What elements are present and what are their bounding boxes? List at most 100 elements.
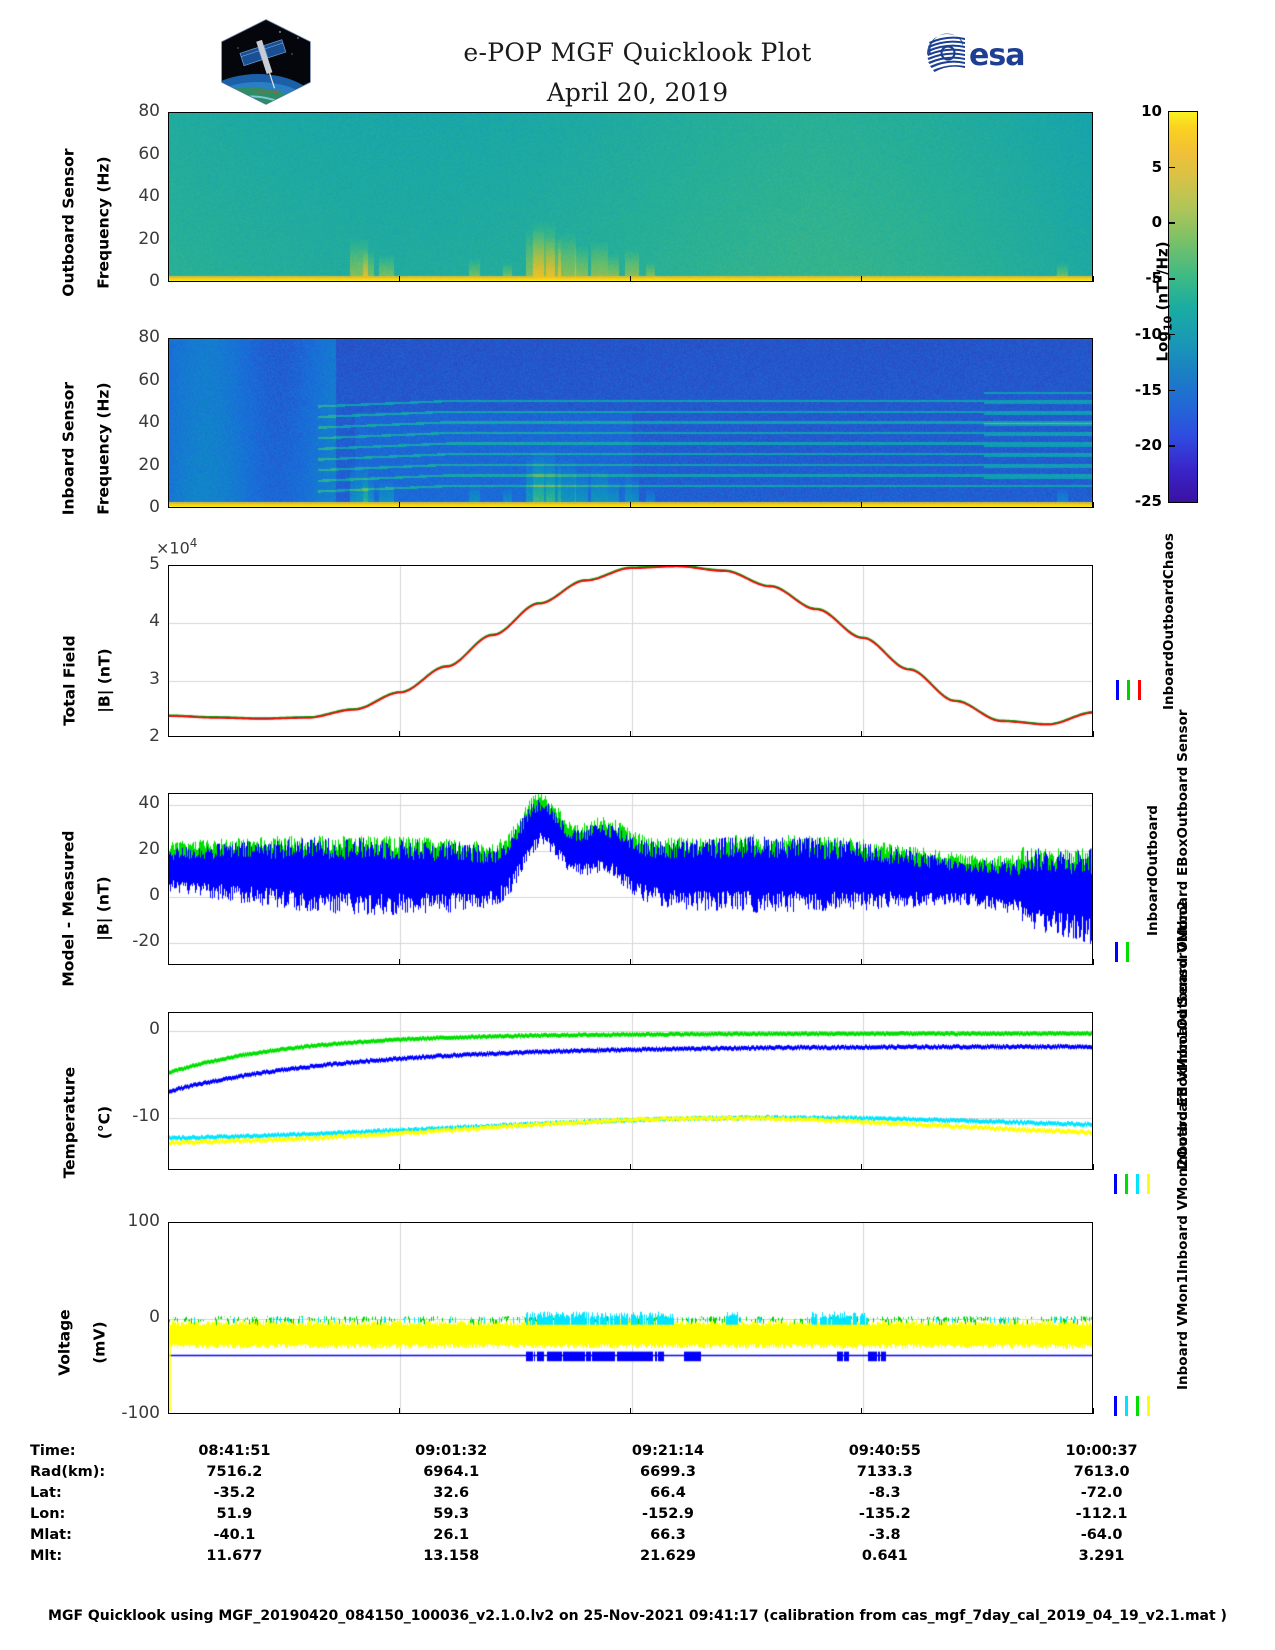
colorbar-tick-mark (1168, 222, 1175, 224)
panel-voltage (168, 1222, 1093, 1414)
ephemeris-cell: -112.1 (1075, 1505, 1128, 1522)
ephemeris-cell: 26.1 (433, 1526, 470, 1543)
y-tick-label: -100 (121, 1403, 160, 1423)
ephemeris-cell: 11.677 (206, 1547, 263, 1564)
y-tick-label: 3 (149, 668, 160, 689)
legend-color-swatch (1125, 1174, 1128, 1194)
panel-temperature-ylabel: Temperature (°C) (45, 1033, 132, 1233)
x-tick-mark (167, 276, 169, 282)
ephemeris-cell: 66.4 (650, 1484, 686, 1501)
y-tick-label: 20 (138, 454, 160, 475)
legend-color-swatch (1125, 1396, 1128, 1416)
ephemeris-cell: 6964.1 (423, 1463, 480, 1480)
colorbar-tick-mark (1168, 389, 1175, 391)
x-tick-mark (167, 1408, 169, 1414)
footer-provenance: MGF Quicklook using MGF_20190420_084150_… (48, 1608, 1227, 1624)
y-tick-label: 80 (138, 101, 160, 121)
panel-total-field (168, 565, 1093, 737)
ylabel-line-1: Total Field (60, 635, 79, 726)
ephemeris-cell: -40.1 (213, 1526, 256, 1543)
ephemeris-row: Lon: 51.9 59.3 -152.9 -135.2 -112.1 (30, 1503, 1210, 1524)
y-tick-label: 5 (149, 554, 160, 574)
ephemeris-cell: 13.158 (423, 1547, 480, 1564)
legend-entry-label: Inboard VMon1 (1175, 1274, 1191, 1390)
y-tick-label: 80 (138, 327, 160, 347)
panel-outboard-spectrogram (168, 112, 1093, 282)
ylabel-line-2: Frequency (Hz) (94, 156, 113, 289)
y-tick-label: 40 (138, 186, 160, 206)
ephemeris-row-label: Mlt: (30, 1547, 63, 1564)
colorbar-title: Log10 (nT2/Hz) (1152, 217, 1175, 387)
legend-color-swatch (1114, 1174, 1117, 1194)
ephemeris-cell: -3.8 (868, 1526, 901, 1543)
colorbar-tick-label: -15 (1134, 380, 1162, 399)
colorbar-tick-label: 10 (1141, 102, 1162, 120)
y-tick-label: 4 (149, 611, 160, 632)
y-tick-label: 100 (127, 1211, 160, 1231)
y-tick-label: 40 (138, 793, 160, 814)
ephemeris-row: Time: 08:41:51 09:01:32 09:21:14 09:40:55 10:… (30, 1440, 1210, 1461)
ephemeris-cell: -8.3 (868, 1484, 901, 1501)
x-tick-mark (861, 731, 863, 737)
ephemeris-row-label: Rad(km): (30, 1463, 106, 1480)
x-tick-mark (630, 731, 632, 737)
colorbar-title-log: Log (1153, 331, 1172, 362)
ephemeris-cell: -72.0 (1080, 1484, 1123, 1501)
total-field-exponent-label: ×104 (156, 536, 197, 557)
ephemeris-cell: 09:01:32 (415, 1442, 488, 1459)
colorbar-tick-mark (1168, 166, 1175, 169)
ylabel-line-1: Inboard Sensor (59, 381, 78, 516)
model-minus-measured-plot-area (169, 794, 1092, 964)
ephemeris-row-label: Time: (30, 1442, 76, 1459)
ephemeris-cell: 09:40:55 (848, 1442, 921, 1459)
x-tick-mark (861, 276, 863, 282)
ephemeris-cell: 7133.3 (856, 1463, 913, 1480)
ephemeris-cell: -135.2 (858, 1505, 911, 1522)
panel-model-minus-measured (168, 793, 1093, 965)
colorbar-title-unit-open: (nT (1153, 282, 1172, 316)
legend-entry-label: Chaos (1161, 533, 1177, 580)
ephemeris-cell: 59.3 (433, 1505, 470, 1522)
x-tick-mark (398, 731, 400, 737)
ephemeris-row: Mlt: 11.677 13.158 21.629 0.641 3.291 (30, 1545, 1210, 1566)
y-tick-label: 2 (149, 726, 160, 746)
ephemeris-cell: 6699.3 (640, 1463, 696, 1480)
ylabel-line-1: Outboard Sensor (59, 148, 78, 297)
x-tick-mark (167, 731, 169, 737)
ylabel-line-2: Frequency (Hz) (94, 382, 113, 515)
cassiope-logo-text: CASSIOPE (253, 90, 279, 96)
colorbar-tick-label: -25 (1134, 492, 1162, 510)
ephemeris-cell: 51.9 (216, 1505, 253, 1522)
y-tick-label: 0 (149, 271, 160, 291)
y-tick-label: 0 (149, 1307, 160, 1327)
x-tick-mark (398, 1164, 400, 1170)
colorbar-tick-label: -10 (1134, 324, 1162, 343)
ephemeris-cell: -152.9 (642, 1505, 694, 1522)
x-tick-mark (1092, 959, 1094, 965)
colorbar-tick-mark (1168, 333, 1175, 336)
ephemeris-cell: -64.0 (1080, 1526, 1123, 1543)
y-tick-label: 20 (138, 839, 160, 860)
x-tick-mark (861, 1164, 863, 1170)
panel-model-minus-measured-ylabel: Model - Measured |B| (nT) (44, 794, 131, 1044)
ephemeris-table-wrapper: Time: 08:41:51 09:01:32 09:21:14 09:40:55 10:… (0, 1440, 1275, 1566)
panel-temperature (168, 1012, 1093, 1170)
ylabel-line-1: Temperature (60, 1066, 79, 1179)
page-title: e-POP MGF Quicklook Plot (463, 38, 812, 67)
y-tick-label: 40 (138, 412, 160, 432)
y-tick-label: 60 (138, 143, 160, 164)
colorbar-title-superscript: 2 (1151, 275, 1165, 283)
ephemeris-row-label: Mlat: (30, 1526, 72, 1543)
legend-color-swatch (1138, 680, 1141, 700)
ephemeris-cell: 09:21:14 (631, 1442, 705, 1459)
ylabel-line-2: (mV) (90, 1321, 109, 1364)
ephemeris-row-label: Lon: (30, 1505, 66, 1522)
y-tick-label: 0 (149, 1018, 160, 1039)
x-tick-mark (630, 502, 632, 508)
colorbar-tick-label: 5 (1151, 157, 1162, 176)
y-tick-label: 0 (149, 497, 160, 517)
ephemeris-table: Time: 08:41:51 09:01:32 09:21:14 09:40:55 10:… (30, 1440, 1210, 1566)
x-tick-mark (861, 502, 863, 508)
x-tick-mark (398, 502, 400, 508)
panel-inboard-spectrogram (168, 338, 1093, 508)
